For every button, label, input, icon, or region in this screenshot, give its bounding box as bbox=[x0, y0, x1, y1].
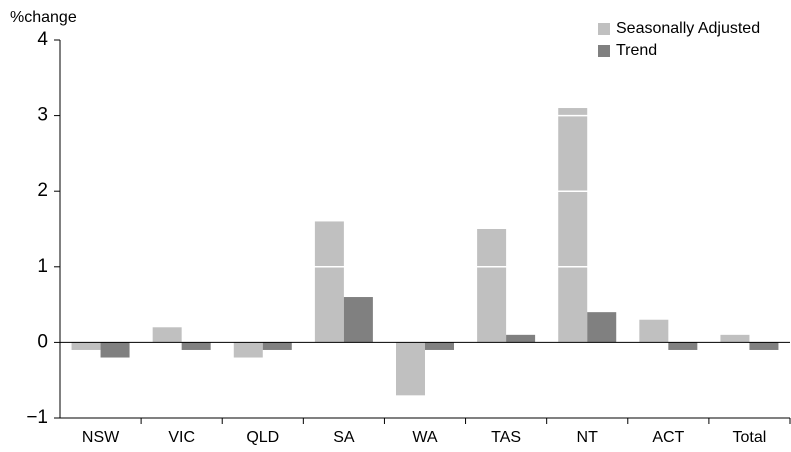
x-tick-label: VIC bbox=[168, 429, 195, 446]
legend-label: Trend bbox=[616, 42, 657, 59]
y-tick-label: 3 bbox=[37, 105, 48, 126]
bar bbox=[425, 342, 454, 350]
x-tick-label: NSW bbox=[82, 429, 120, 446]
y-tick-label: 0 bbox=[37, 331, 48, 352]
bar bbox=[558, 108, 588, 343]
legend-swatch bbox=[598, 45, 610, 57]
bar bbox=[152, 327, 182, 343]
y-tick-label: 2 bbox=[37, 180, 48, 201]
y-tick-label: 1 bbox=[37, 256, 48, 277]
bar bbox=[396, 342, 425, 396]
bar bbox=[100, 342, 130, 358]
bar bbox=[343, 297, 373, 343]
bar bbox=[71, 342, 101, 350]
y-tick-label: −1 bbox=[26, 407, 48, 428]
bar bbox=[639, 319, 669, 343]
bar bbox=[720, 334, 750, 343]
bar bbox=[477, 229, 507, 343]
bar bbox=[233, 342, 263, 358]
x-tick-label: ACT bbox=[652, 429, 684, 446]
legend-swatch bbox=[598, 23, 610, 35]
y-tick-label: 4 bbox=[37, 29, 48, 50]
bar bbox=[314, 221, 344, 343]
x-tick-label: WA bbox=[412, 429, 438, 446]
x-tick-label: Total bbox=[733, 429, 767, 446]
bar bbox=[668, 342, 698, 350]
x-tick-label: QLD bbox=[246, 429, 279, 446]
bar bbox=[262, 342, 292, 350]
bar bbox=[181, 342, 211, 350]
bar bbox=[749, 342, 779, 350]
x-tick-label: TAS bbox=[491, 429, 521, 446]
x-tick-label: SA bbox=[333, 429, 355, 446]
x-tick-label: NT bbox=[577, 429, 599, 446]
bar bbox=[506, 334, 536, 343]
y-axis-label: %change bbox=[10, 9, 77, 26]
bar bbox=[587, 312, 617, 343]
legend-label: Seasonally Adjusted bbox=[616, 20, 760, 37]
